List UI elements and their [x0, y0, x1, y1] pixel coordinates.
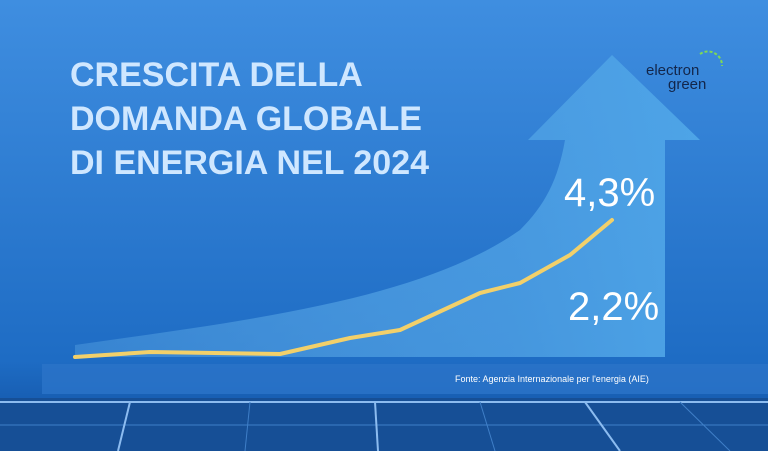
brand-text: electron: [646, 62, 699, 79]
growth-arrow: [75, 55, 700, 357]
brand-logo: electron green: [646, 50, 724, 93]
title-line: CRESCITA DELLA: [70, 56, 363, 94]
growth-line: [73, 218, 614, 359]
value-label: 4,3%: [564, 171, 655, 215]
value-label: 2,2%: [568, 285, 659, 329]
title-line: DOMANDA GLOBALE: [70, 100, 422, 138]
brand-text: green: [668, 76, 706, 93]
footer-band: [42, 364, 768, 394]
solar-panels: [0, 398, 768, 451]
source: Fonte: Agenzia Internazionale per l'ener…: [455, 374, 649, 384]
title-line: DI ENERGIA NEL 2024: [70, 144, 429, 182]
